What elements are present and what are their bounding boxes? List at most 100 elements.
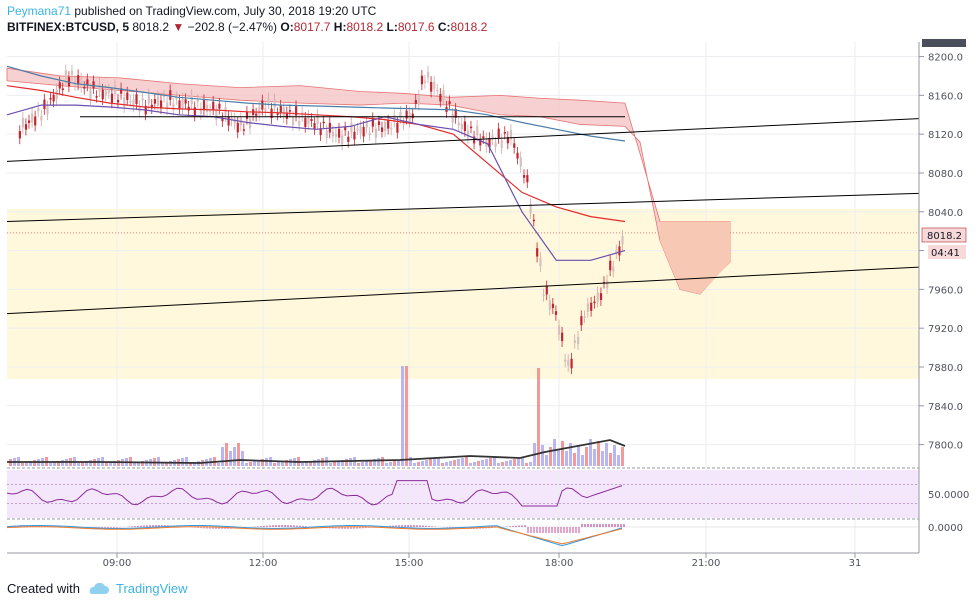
candle-body <box>454 108 457 118</box>
volume-bar <box>237 443 240 466</box>
tradingview-brand-link[interactable]: TradingView <box>115 581 188 596</box>
tradingview-cloud-icon[interactable] <box>86 582 110 596</box>
time-tick-label: 18:00 <box>545 558 574 569</box>
volume-bar <box>537 368 540 466</box>
candle-body <box>497 128 500 138</box>
volume-bar <box>141 461 144 466</box>
rsi-indicator: 50.0000 <box>6 480 969 507</box>
low-label: L: <box>386 20 398 34</box>
candle-body <box>264 107 267 112</box>
trendlines <box>6 118 920 315</box>
candle-body <box>488 138 491 148</box>
volume-bar <box>485 459 488 466</box>
candle-body <box>353 131 356 140</box>
price-change: −202.8 (−2.47%) <box>187 20 278 34</box>
volume-bar <box>469 463 472 466</box>
candle-body <box>202 100 206 110</box>
volume-bar <box>617 455 620 466</box>
ohlc-line: BITFINEX:BTCUSD, 5 8018.2 ▼ −202.8 (−2.4… <box>7 19 967 35</box>
candle-body <box>117 99 120 103</box>
candle-body <box>331 131 335 137</box>
volume-bar <box>417 462 420 466</box>
candle-body <box>539 258 542 267</box>
candle-body <box>609 260 612 271</box>
time-axis[interactable]: 09:00 12:00 15:00 18:00 21:00 31 <box>103 553 862 569</box>
volume-bar <box>189 463 192 466</box>
candle-body <box>380 127 384 132</box>
candle-body <box>371 118 374 127</box>
price-tick-label: 8200.0 <box>928 53 963 64</box>
volume-bar <box>53 462 56 466</box>
volume-bar <box>509 460 512 466</box>
candle-body <box>564 359 567 362</box>
candle-body <box>561 332 564 342</box>
candle-body <box>463 121 467 132</box>
ema-slow-line <box>6 85 626 223</box>
volume-bar <box>345 459 348 466</box>
volume-bar <box>285 460 288 466</box>
volume-bar <box>161 463 164 466</box>
candle-body <box>159 100 163 109</box>
candle-body <box>163 95 166 98</box>
price-tick-label: 7960.0 <box>928 285 963 296</box>
candle-body <box>298 121 301 126</box>
candle-body <box>218 103 221 109</box>
candle-body <box>199 108 203 115</box>
candle-body <box>411 113 414 119</box>
candle-body <box>618 246 621 256</box>
candle-body <box>316 114 319 125</box>
last-price: 8018.2 <box>132 20 170 34</box>
candle-body <box>270 108 273 119</box>
cloud-forecast <box>660 221 730 295</box>
volume-bar <box>265 458 268 466</box>
trendline <box>6 192 920 222</box>
candle-body <box>175 97 178 100</box>
macd-pane[interactable] <box>7 520 919 553</box>
candle-body <box>417 95 421 105</box>
candle-body <box>606 280 609 289</box>
candle-body <box>230 117 233 121</box>
volume-bar <box>57 461 60 466</box>
candle-body <box>156 96 160 106</box>
rsi-pane[interactable] <box>7 470 919 518</box>
candle-body <box>469 126 473 129</box>
support-zone <box>7 209 919 379</box>
author-link[interactable]: Peymana71 <box>7 4 72 18</box>
volume-bar <box>21 463 24 466</box>
candle-body <box>596 292 599 302</box>
candle-body <box>126 92 129 100</box>
volume-bar <box>333 462 336 466</box>
volume-bar <box>569 443 572 466</box>
volume-bar <box>581 455 584 466</box>
candle-body <box>583 316 586 318</box>
volume-bar <box>561 441 564 466</box>
candle-body <box>104 90 107 96</box>
candle-body <box>120 88 123 94</box>
volume-bar <box>557 449 560 466</box>
candle-body <box>408 112 411 122</box>
symbol-label[interactable]: BITFINEX:BTCUSD, 5 <box>7 20 130 34</box>
candle-body <box>209 110 212 112</box>
last-price-tag-text: 8018.2 <box>927 231 962 242</box>
volume-bar <box>257 460 260 466</box>
ichimoku-cloud <box>6 67 731 295</box>
volume-bar <box>437 457 440 466</box>
candle-body <box>206 104 209 112</box>
grid <box>7 42 919 553</box>
publish-line: Peymana71 published on TradingView.com, … <box>7 3 967 19</box>
volume-bar <box>309 461 312 466</box>
volume-bar <box>489 458 492 466</box>
candle-body <box>384 121 387 132</box>
candle-body <box>451 113 454 123</box>
candle-body <box>141 98 144 101</box>
candle-body <box>557 325 561 335</box>
candle-body <box>113 85 117 94</box>
candle-body <box>304 117 307 127</box>
volume-bar <box>453 460 456 466</box>
candle-body <box>362 126 365 137</box>
ema-fast-line <box>6 104 626 261</box>
candle-body <box>153 99 157 104</box>
candle-body <box>37 107 40 112</box>
candle-body <box>276 113 279 115</box>
